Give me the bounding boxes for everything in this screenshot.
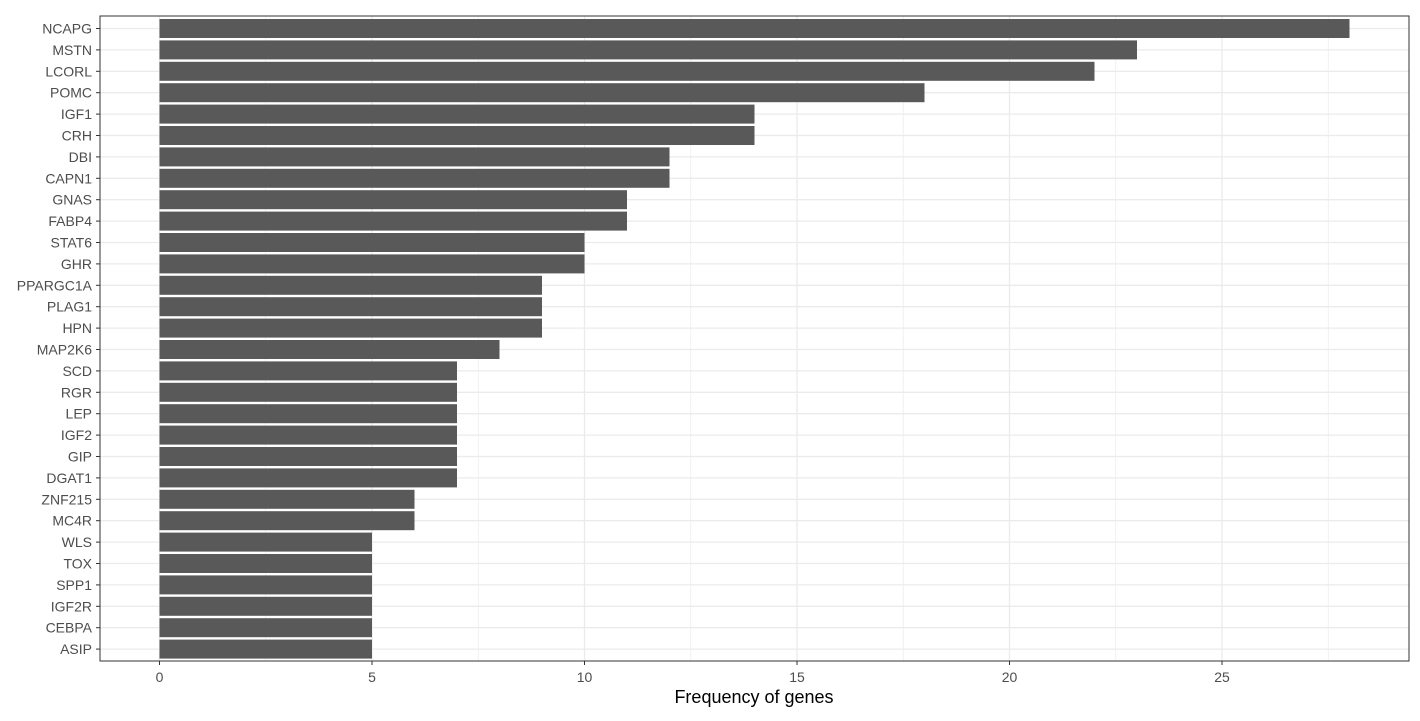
y-tick-label: DGAT1 (46, 470, 92, 486)
bar-lcorl (159, 61, 1095, 81)
bar-igf2 (159, 425, 457, 445)
x-axis: 0 5 10 15 20 25 (156, 661, 1230, 685)
bar-mc4r (159, 511, 415, 531)
y-tick-label: IGF2R (51, 598, 92, 614)
y-tick-label: GHR (61, 256, 92, 272)
bar-igf2r (159, 596, 372, 616)
bar-capn1 (159, 168, 670, 188)
y-tick-label: SPP1 (56, 577, 92, 593)
y-tick-label: WLS (62, 534, 92, 550)
bar-gnas (159, 190, 627, 210)
bar-gip (159, 447, 457, 466)
y-tick-label: TOX (63, 556, 92, 572)
bar-spp1 (159, 575, 372, 595)
bars (159, 19, 1350, 659)
y-tick-label: GIP (68, 449, 92, 465)
y-tick-label: LEP (66, 406, 92, 422)
bar-map2k6 (159, 340, 500, 359)
y-tick-label: NCAPG (42, 21, 92, 37)
bar-hpn (159, 318, 542, 338)
panel-border (99, 15, 1410, 662)
y-tick-label: MC4R (52, 513, 92, 529)
y-axis: NCAPG MSTN LCORL POMC IGF1 CRH DBI CAPN1 GNAS FAB… (17, 21, 100, 657)
y-tick-label: DBI (69, 149, 92, 165)
y-tick-label: IGF1 (61, 106, 92, 122)
y-tick-label: STAT6 (51, 235, 93, 251)
x-tick-label: 10 (577, 669, 593, 685)
bar-cebpa (159, 618, 372, 638)
y-tick-label: FABP4 (48, 213, 92, 229)
y-tick-label: GNAS (52, 192, 92, 208)
y-tick-label: SCD (62, 363, 92, 379)
bar-pomc (159, 83, 925, 103)
bar-fabp4 (159, 211, 627, 231)
bar-znf215 (159, 489, 415, 509)
bar-plag1 (159, 297, 542, 317)
y-tick-label: CRH (62, 128, 92, 144)
bar-ppargc1a (159, 275, 542, 295)
bar-stat6 (159, 233, 585, 252)
bar-tox (159, 554, 372, 573)
bar-scd (159, 361, 457, 381)
y-tick-label: CEBPA (46, 620, 93, 636)
y-tick-label: HPN (62, 320, 92, 336)
bar-ncapg (159, 19, 1350, 38)
y-tick-label: IGF2 (61, 427, 92, 443)
y-tick-label: RGR (61, 384, 92, 400)
bar-dbi (159, 147, 670, 167)
x-tick-label: 25 (1214, 669, 1230, 685)
y-tick-label: MSTN (52, 42, 92, 58)
y-tick-label: ASIP (60, 641, 92, 657)
y-tick-label: CAPN1 (45, 170, 92, 186)
bar-wls (159, 532, 372, 552)
bar-asip (159, 639, 372, 659)
x-tick-label: 20 (1002, 669, 1018, 685)
bar-crh (159, 126, 755, 145)
bar-dgat1 (159, 468, 457, 488)
x-tick-label: 0 (156, 669, 164, 685)
y-tick-label: PLAG1 (47, 299, 92, 315)
y-tick-label: POMC (50, 85, 92, 101)
bar-lep (159, 404, 457, 424)
y-tick-label: PPARGC1A (17, 277, 93, 293)
y-tick-label: LCORL (45, 63, 92, 79)
x-tick-label: 15 (789, 669, 805, 685)
x-tick-label: 5 (368, 669, 376, 685)
x-axis-title: Frequency of genes (674, 687, 833, 707)
y-tick-label: MAP2K6 (37, 342, 92, 358)
bar-igf1 (159, 104, 755, 124)
y-tick-label: ZNF215 (41, 491, 92, 507)
bar-rgr (159, 382, 457, 402)
bar-ghr (159, 254, 585, 274)
bar-mstn (159, 40, 1137, 60)
